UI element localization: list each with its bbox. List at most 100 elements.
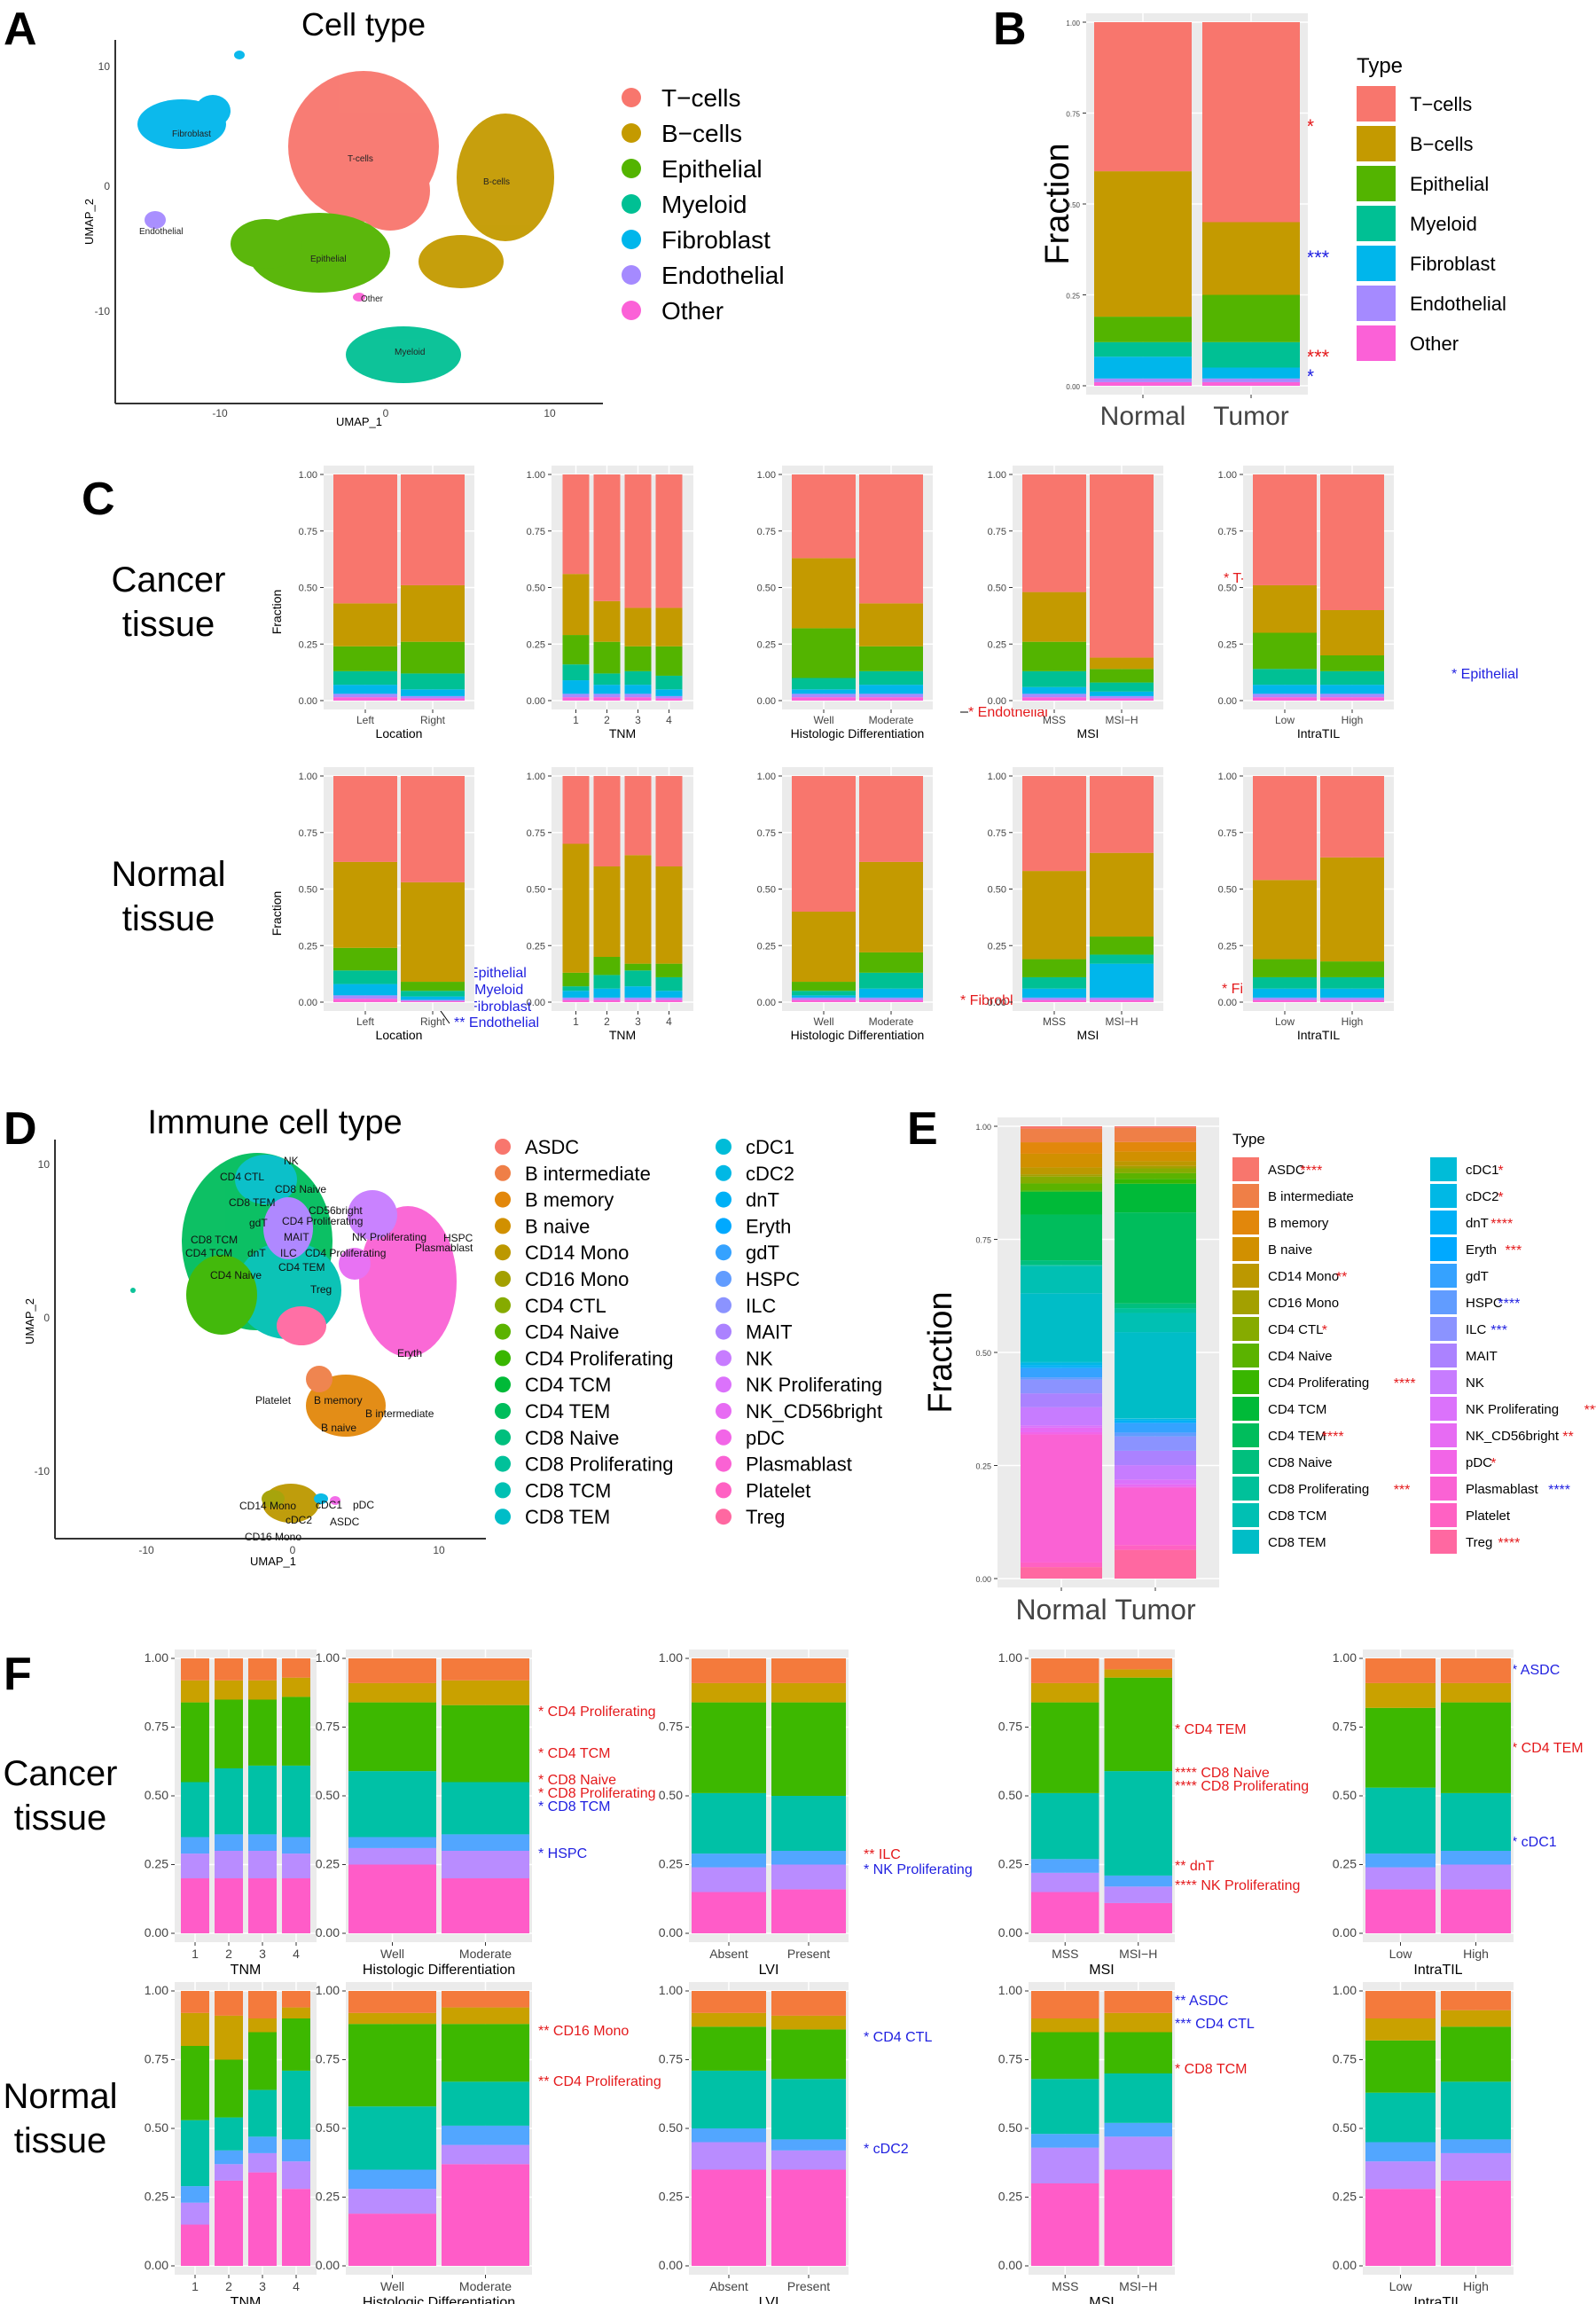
bar-segment — [655, 976, 683, 991]
cluster-myeloid — [346, 326, 461, 383]
bar-segment — [401, 776, 465, 882]
sig-annotation: **** CD8 Naive — [1175, 1766, 1270, 1781]
x-tick-label: Tumor — [1115, 1594, 1196, 1626]
legend-label: CD4 TCM — [525, 1374, 611, 1396]
y-tick-label: 0.00 — [1066, 383, 1080, 391]
bar-segment — [692, 1867, 766, 1893]
bar-segment — [624, 986, 652, 998]
sig-annotation: * — [1498, 1190, 1503, 1205]
bar-segment — [1320, 776, 1384, 858]
legend-label: CD4 TEM — [1268, 1429, 1326, 1444]
panel-a-ylabel: UMAP_2 — [82, 199, 96, 245]
bar-segment — [1253, 880, 1317, 960]
legend-label: CD8 TCM — [1268, 1509, 1326, 1524]
bar-segment — [1022, 959, 1086, 977]
bar-segment — [859, 474, 923, 604]
bar-segment — [792, 995, 856, 998]
legend-label: Epithelial — [1410, 173, 1489, 195]
y-tick-label: 0.75 — [299, 527, 317, 537]
bar-segment — [1021, 1407, 1102, 1426]
x-tick-label: MSS — [1043, 1015, 1066, 1028]
bar-segment — [771, 2079, 846, 2140]
bar-segment — [692, 1991, 766, 2013]
bar-segment — [624, 646, 652, 671]
y-tick-label: 1.00 — [757, 772, 776, 782]
bar-segment — [442, 1991, 529, 2008]
bar-segment — [624, 999, 652, 1002]
bar-segment — [1094, 317, 1192, 342]
y-tick-label: 0.75 — [527, 828, 545, 839]
y-tick-label: 1.00 — [998, 1983, 1022, 1997]
x-axis-label: MSI — [1089, 2295, 1114, 2304]
bar-segment — [1031, 2018, 1099, 2033]
legend-label: NK Proliferating — [1466, 1402, 1559, 1417]
panel-b-legend: T−cells B−cells Epithelial Myeloid Fibro… — [1357, 86, 1506, 361]
bar-segment — [1031, 1682, 1099, 1703]
cluster-label: MAIT — [284, 1231, 309, 1243]
bar-segment — [562, 986, 590, 991]
bar-segment — [348, 2106, 436, 2170]
bar-segment — [1115, 1436, 1196, 1451]
bar-segment — [771, 1702, 846, 1796]
bar-segment — [1021, 1427, 1102, 1432]
legend-label: dnT — [1466, 1216, 1489, 1231]
legend-dot — [716, 1218, 732, 1234]
legend-swatch — [1232, 1450, 1259, 1474]
legend-swatch — [1232, 1344, 1259, 1368]
bar-segment — [401, 695, 465, 699]
bar-segment — [348, 2024, 436, 2107]
x-tick-label: MSS — [1052, 1947, 1078, 1961]
bar-segment — [1104, 1658, 1172, 1670]
y-tick-label: 1.00 — [659, 1650, 683, 1665]
bar-segment — [181, 1853, 209, 1878]
bar-segment — [215, 2180, 243, 2266]
bar-segment — [401, 641, 465, 674]
x-axis-label: TNM — [609, 1028, 636, 1042]
y-tick-label: 0.00 — [299, 696, 317, 707]
bar-segment — [248, 2172, 277, 2266]
legend-dot — [622, 159, 641, 178]
bar-segment — [1031, 2134, 1099, 2148]
row-label: Normal — [4, 2077, 118, 2116]
bar-segment — [1090, 669, 1154, 683]
legend-label: Fibroblast — [661, 226, 771, 254]
bar-segment — [562, 694, 590, 698]
bar-segment — [1021, 1174, 1102, 1177]
panel-a-clusters — [137, 51, 554, 383]
y-tick-label: 1.00 — [1066, 20, 1080, 27]
bar-segment — [1021, 1361, 1102, 1363]
y-tick-label: 0.00 — [1218, 696, 1237, 707]
y-tick-label: 0.75 — [1218, 527, 1237, 537]
y-tick-label: 0.50 — [659, 1788, 683, 1802]
sig-annotation: * — [1322, 1323, 1327, 1338]
bar-segment — [1022, 686, 1086, 694]
legend-label: Eryth — [746, 1215, 791, 1237]
bar-segment — [1031, 1792, 1099, 1860]
sig-annotation: **** — [1548, 1483, 1570, 1498]
panel-a-legend: T−cells B−cells Epithelial Myeloid Fibro… — [622, 84, 785, 325]
bar-segment — [562, 997, 590, 1000]
cluster-label: CD14 Mono — [239, 1500, 296, 1512]
legend-label: CD8 Proliferating — [1268, 1482, 1369, 1497]
bar-segment — [593, 975, 621, 989]
bar-segment — [792, 558, 856, 629]
bar-segment — [401, 991, 465, 997]
legend-label: CD8 Naive — [1268, 1455, 1333, 1470]
y-tick-label: 0.00 — [527, 696, 545, 707]
bar-segment — [1365, 2092, 1436, 2143]
bar-segment — [692, 1682, 766, 1703]
bar-segment — [655, 695, 683, 699]
y-tick-label: 0.50 — [975, 1349, 991, 1358]
panel-e-legend-title: Type — [1232, 1131, 1265, 1148]
bar-segment — [1202, 378, 1300, 382]
legend-swatch — [1357, 325, 1396, 361]
legend-label: CD4 Naive — [1268, 1349, 1333, 1364]
cluster-label: ASDC — [330, 1516, 360, 1528]
bar-segment — [181, 2202, 209, 2225]
legend-dot — [622, 194, 641, 214]
y-tick-label: 0.00 — [299, 998, 317, 1008]
legend-swatch — [1232, 1290, 1259, 1314]
y-tick-label: 0.00 — [998, 2258, 1022, 2272]
sig-annotation: ** Endothelial — [454, 1015, 539, 1031]
panel-letter-e: E — [907, 1103, 938, 1155]
